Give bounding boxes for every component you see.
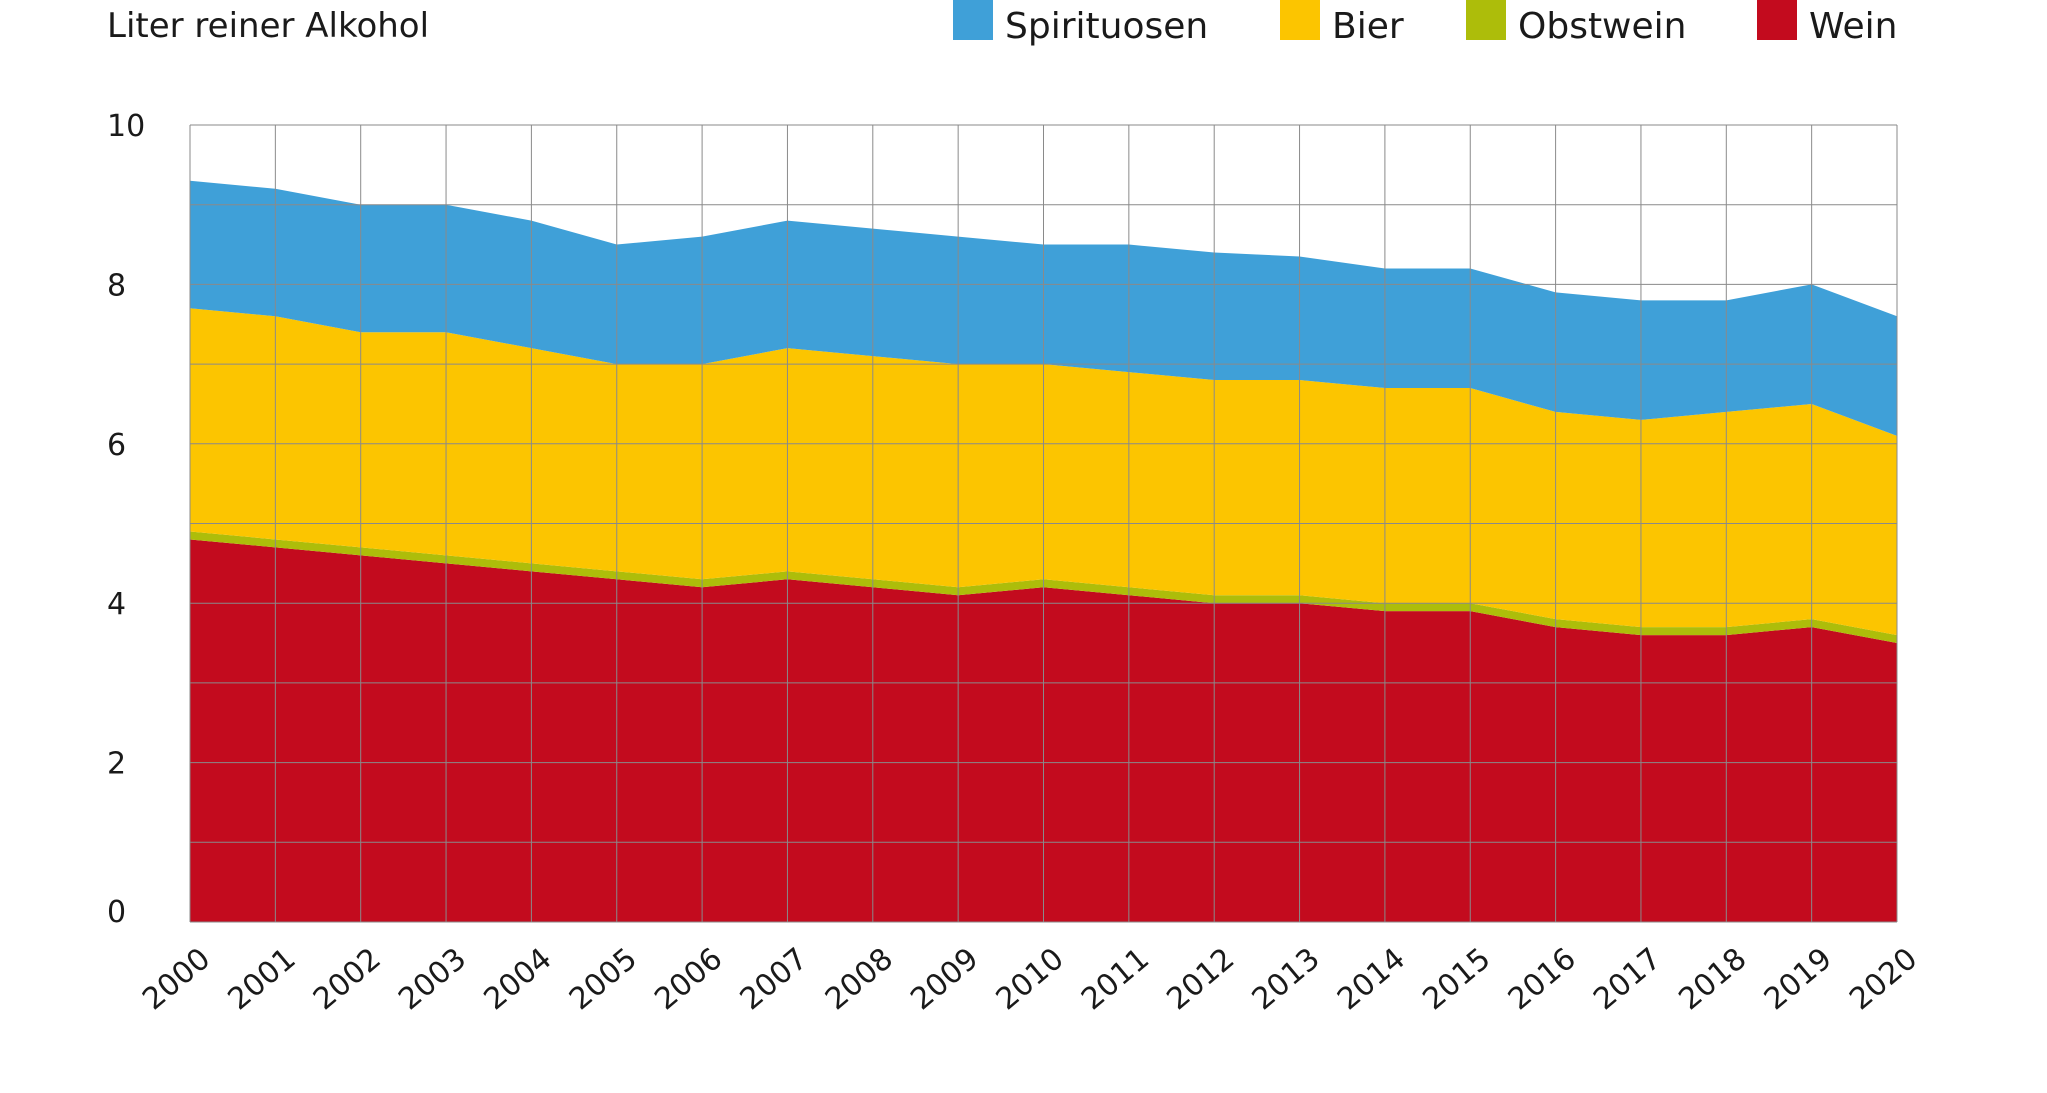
x-tick-label: 2002	[307, 941, 388, 1017]
x-tick-label: 2013	[1246, 941, 1327, 1017]
x-tick-label: 2017	[1587, 941, 1668, 1017]
x-tick-label: 2005	[563, 941, 644, 1017]
x-tick-label: 2012	[1160, 941, 1241, 1017]
legend-label-wein: Wein	[1809, 6, 1897, 47]
x-tick-label: 2004	[478, 941, 559, 1017]
x-tick-label: 2010	[990, 941, 1071, 1017]
x-tick-label: 2018	[1672, 941, 1753, 1017]
y-tick-label: 8	[107, 268, 126, 303]
legend-swatch-obstwein	[1466, 0, 1506, 40]
x-axis-ticks: 2000 2001 2002 2003 2004 2005 2006 2007 2008 2009…	[136, 941, 1924, 1017]
legend-label-spirituosen: Spirituosen	[1005, 6, 1208, 47]
y-tick-label: 10	[107, 109, 145, 144]
x-tick-label: 2016	[1502, 941, 1583, 1017]
x-tick-label: 2015	[1416, 941, 1497, 1017]
x-tick-label: 2007	[734, 941, 815, 1017]
legend-label-obstwein: Obstwein	[1518, 6, 1686, 47]
y-tick-label: 0	[107, 895, 126, 930]
y-axis-title: Liter reiner Alkohol	[107, 6, 429, 46]
x-tick-label: 2000	[136, 941, 217, 1017]
legend: Spirituosen Bier Obstwein Wein	[953, 0, 1897, 47]
y-axis-ticks: 0 2 4 6 8 10	[107, 109, 145, 930]
x-tick-label: 2001	[222, 941, 303, 1017]
x-tick-label: 2020	[1843, 941, 1924, 1017]
legend-swatch-spirituosen	[953, 0, 993, 40]
y-tick-label: 6	[107, 428, 126, 463]
legend-swatch-wein	[1757, 0, 1797, 40]
x-tick-label: 2019	[1758, 941, 1839, 1017]
x-tick-label: 2008	[819, 941, 900, 1017]
x-tick-label: 2003	[392, 941, 473, 1017]
x-tick-label: 2011	[1075, 941, 1156, 1017]
legend-label-bier: Bier	[1332, 6, 1404, 47]
x-tick-label: 2006	[648, 941, 729, 1017]
legend-swatch-bier	[1280, 0, 1320, 40]
x-tick-label: 2009	[904, 941, 985, 1017]
grid-lines	[189, 124, 1898, 923]
y-tick-label: 4	[107, 587, 126, 622]
y-tick-label: 2	[107, 747, 126, 782]
x-tick-label: 2014	[1331, 941, 1412, 1017]
